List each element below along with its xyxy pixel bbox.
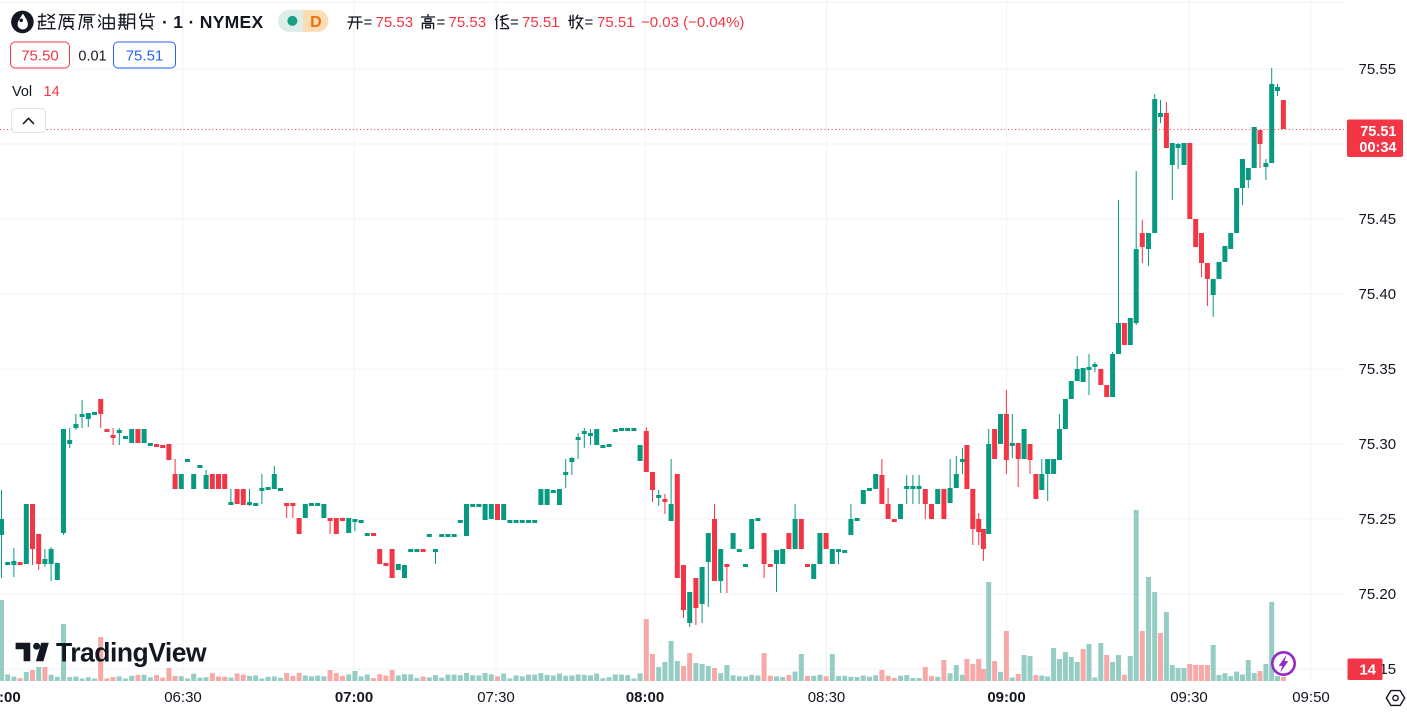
svg-text:75.50: 75.50 (21, 48, 59, 65)
svg-text:09:50: 09:50 (1292, 689, 1330, 706)
svg-text:75.55: 75.55 (1359, 61, 1397, 78)
svg-text:75.30: 75.30 (1359, 436, 1397, 453)
svg-text:=: = (585, 14, 594, 31)
svg-text:=: = (437, 14, 446, 31)
svg-text:00:34: 00:34 (1359, 140, 1396, 156)
svg-text:14: 14 (44, 84, 60, 100)
svg-text:=: = (364, 14, 373, 31)
svg-text:75.35: 75.35 (1359, 361, 1397, 378)
svg-text:75.25: 75.25 (1359, 511, 1397, 528)
svg-text:09:30: 09:30 (1170, 689, 1208, 706)
svg-text:0.01: 0.01 (78, 49, 106, 65)
svg-text:75.40: 75.40 (1359, 286, 1397, 303)
svg-text:75.51: 75.51 (126, 48, 164, 65)
svg-text:· 1 · NYMEX: · 1 · NYMEX (162, 12, 264, 32)
svg-text:75.51: 75.51 (597, 14, 635, 31)
svg-text:06:30: 06:30 (164, 689, 202, 706)
svg-text:75.20: 75.20 (1359, 586, 1397, 603)
svg-text:75.53: 75.53 (376, 14, 414, 31)
svg-text:=: = (510, 14, 519, 31)
svg-text:D: D (310, 14, 322, 31)
svg-text:08:00: 08:00 (626, 689, 664, 706)
svg-text:75.45: 75.45 (1359, 211, 1397, 228)
svg-text:TradingView: TradingView (56, 638, 207, 668)
svg-text:14: 14 (1359, 662, 1376, 679)
svg-text:09:00: 09:00 (987, 689, 1025, 706)
svg-text:08:30: 08:30 (808, 689, 846, 706)
svg-text:07:00: 07:00 (335, 689, 373, 706)
svg-text:75.53: 75.53 (449, 14, 487, 31)
svg-text:75.51: 75.51 (522, 14, 560, 31)
svg-text:−0.03 (−0.04%): −0.03 (−0.04%) (641, 14, 744, 31)
svg-text::00: :00 (0, 689, 21, 706)
svg-text:Vol: Vol (12, 84, 32, 100)
svg-text:07:30: 07:30 (477, 689, 515, 706)
svg-text:75.51: 75.51 (1360, 124, 1396, 140)
